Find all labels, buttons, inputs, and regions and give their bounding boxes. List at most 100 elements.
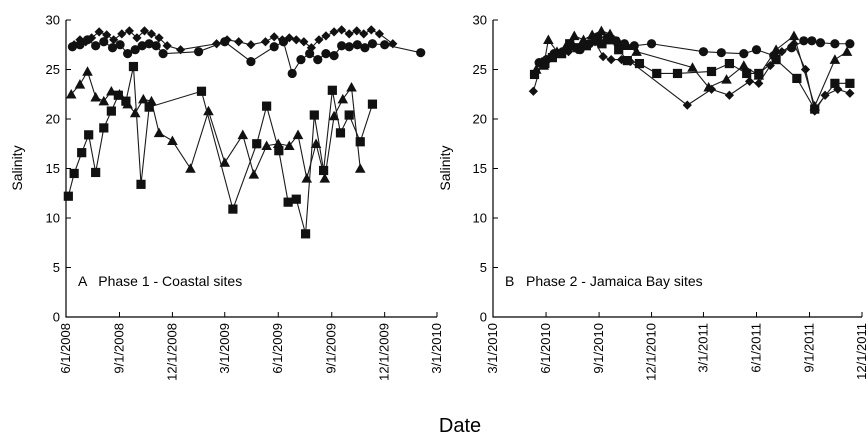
data-point-circle	[416, 48, 426, 58]
data-point-circle	[278, 37, 289, 47]
data-point-diamond	[329, 27, 339, 37]
data-point-circle	[367, 39, 378, 49]
data-point-square	[144, 102, 154, 112]
data-point-diamond	[299, 37, 309, 47]
chart-panel-b: 0 5 10 15 20 25 30 3/1/2010 6/1/2010 9/1/2010 12/1…	[437, 13, 868, 381]
x-tick-label: 6/1/2011	[748, 323, 763, 373]
data-point-diamond	[175, 45, 186, 55]
data-point-circle	[151, 41, 161, 51]
x-tick-label: 6/1/2009	[270, 323, 285, 374]
data-point-diamond	[374, 29, 385, 39]
data-point-triangle	[203, 105, 214, 116]
data-point-diamond	[366, 25, 376, 35]
x-tick-label: 9/1/2010	[591, 323, 606, 374]
data-point-circle	[296, 55, 306, 65]
y-axis-title: Salinity	[9, 145, 25, 190]
data-point-circle	[646, 39, 657, 49]
x-tick-label: 9/1/2009	[324, 323, 339, 374]
y-tick-label: 0	[53, 310, 60, 325]
data-point-triangle	[261, 140, 272, 150]
data-point-diamond	[269, 32, 279, 42]
data-point-diamond	[528, 86, 538, 96]
x-tick-label: 12/1/2009	[377, 323, 392, 381]
panel-label: A Phase 1 - Coastal sites	[78, 273, 242, 289]
data-point-circle	[287, 68, 297, 79]
data-point-diamond	[337, 25, 347, 35]
data-point-square	[309, 110, 319, 120]
series-square	[63, 61, 378, 239]
data-point-circle	[246, 56, 256, 67]
data-point-square	[742, 68, 752, 79]
data-point-square	[771, 55, 781, 65]
x-tick-label: 3/1/2010	[429, 323, 444, 374]
data-point-circle	[716, 48, 726, 58]
x-tick-label: 3/1/2009	[217, 323, 232, 374]
data-point-square	[344, 110, 354, 120]
y-tick-label: 25	[473, 62, 487, 77]
x-tick-label: 3/1/2010	[485, 323, 500, 374]
data-point-circle	[787, 43, 797, 53]
data-point-square	[614, 45, 624, 55]
data-point-circle	[337, 41, 347, 51]
data-point-triangle	[346, 82, 357, 92]
series-circle	[67, 35, 426, 79]
data-point-square	[121, 96, 131, 106]
data-point-diamond	[260, 37, 271, 47]
data-point-square	[136, 179, 146, 189]
data-point-diamond	[162, 41, 172, 51]
data-point-triangle	[82, 66, 93, 76]
x-tick-label: 9/1/2008	[111, 323, 126, 374]
data-point-square	[597, 39, 607, 49]
data-point-triangle	[613, 36, 624, 47]
data-point-diamond	[291, 35, 301, 45]
data-point-square	[77, 148, 87, 158]
data-point-circle	[830, 39, 840, 49]
data-point-circle	[313, 55, 323, 65]
y-tick-label: 15	[46, 161, 60, 176]
data-point-triangle	[90, 91, 101, 102]
data-point-triangle	[841, 46, 853, 56]
x-tick-label: 6/1/2010	[538, 323, 553, 374]
data-point-triangle	[596, 25, 607, 36]
data-point-triangle	[138, 93, 149, 104]
data-point-circle	[130, 45, 140, 55]
panel-label: B Phase 2 - Jamaica Bay sites	[505, 273, 703, 289]
data-point-square	[319, 165, 329, 176]
data-point-triangle	[284, 140, 295, 150]
data-point-triangle	[337, 93, 349, 104]
data-point-diamond	[314, 35, 324, 45]
x-tick-label: 6/1/2008	[58, 323, 73, 374]
data-point-circle	[115, 40, 125, 50]
data-point-circle	[360, 43, 370, 53]
data-point-triangle	[543, 34, 554, 45]
data-point-square	[335, 128, 346, 138]
data-point-triangle	[328, 110, 340, 121]
data-point-square	[652, 68, 662, 79]
data-point-diamond	[234, 37, 244, 47]
data-point-triangle	[185, 163, 196, 173]
data-point-circle	[107, 43, 118, 53]
data-point-triangle	[829, 54, 841, 64]
data-point-square	[672, 68, 683, 79]
data-point-triangle	[703, 82, 714, 92]
data-point-triangle	[248, 169, 260, 179]
data-point-diamond	[344, 29, 354, 39]
data-point-diamond	[724, 90, 734, 100]
data-point-triangle	[237, 129, 249, 140]
data-point-square	[557, 49, 567, 59]
data-point-square	[327, 85, 337, 95]
y-tick-label: 25	[46, 62, 60, 77]
data-point-square	[573, 43, 583, 53]
data-point-triangle	[129, 107, 141, 118]
data-point-square	[605, 35, 615, 45]
data-point-square	[84, 130, 94, 140]
data-point-circle	[845, 39, 855, 49]
data-point-triangle	[569, 30, 580, 41]
data-point-diamond	[102, 30, 112, 40]
data-point-diamond	[598, 52, 608, 62]
data-point-square	[106, 106, 116, 116]
data-point-square	[810, 104, 820, 114]
data-point-square	[291, 194, 301, 204]
y-tick-label: 10	[473, 211, 487, 226]
